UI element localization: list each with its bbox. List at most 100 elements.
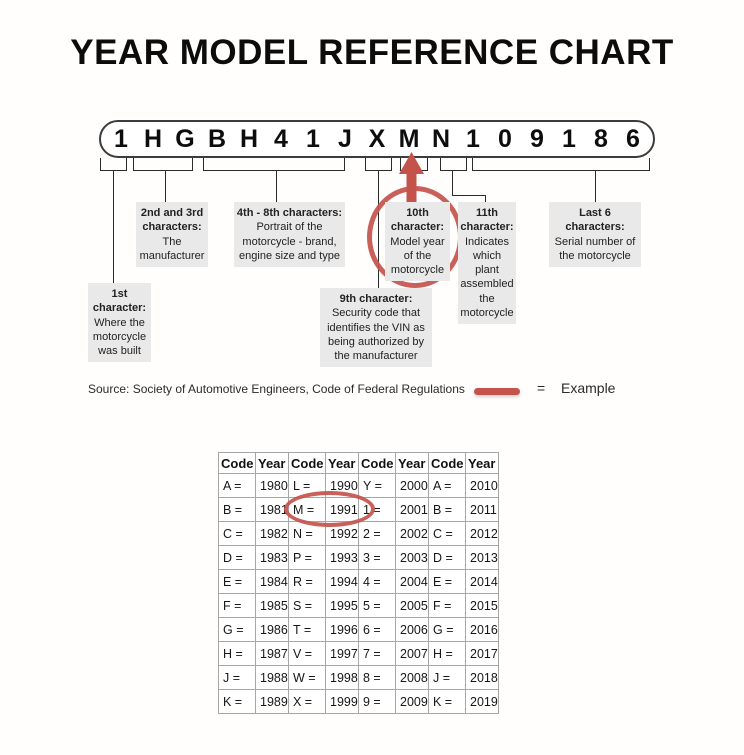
vin-character: M — [398, 124, 420, 153]
callout-4th-8th-characters: 4th - 8th characters: Portrait of the mo… — [234, 202, 345, 268]
page-title: YEAR MODEL REFERENCE CHART — [70, 33, 674, 72]
vin-character: G — [175, 124, 195, 153]
year-cell: 1989 — [255, 689, 289, 714]
code-cell: 6 = — [358, 617, 396, 642]
year-cell: 1987 — [255, 641, 289, 666]
code-cell: C = — [428, 521, 466, 546]
code-cell: A = — [428, 473, 466, 498]
table-header-cell: Code — [358, 452, 396, 474]
table-header-cell: Year — [465, 452, 499, 474]
callout-2nd-3rd-characters: 2nd and 3rd characters: The manufacturer — [136, 202, 208, 268]
code-cell: T = — [288, 617, 326, 642]
table-header-cell: Year — [255, 452, 289, 474]
vin-character: 1 — [466, 124, 480, 153]
code-cell: V = — [288, 641, 326, 666]
code-cell: G = — [428, 617, 466, 642]
callout-body: Portrait of the motorcycle - brand, engi… — [239, 221, 340, 262]
table-row: F = 1985 S = 1995 5 = 2005 F = 2015 — [218, 593, 499, 618]
callout-body: Model year of the motorcycle — [390, 235, 445, 277]
year-cell: 1996 — [325, 617, 359, 642]
legend-equals: = — [537, 380, 546, 396]
code-cell: D = — [428, 545, 466, 570]
year-cell: 1994 — [325, 569, 359, 594]
example-arrow-icon — [399, 152, 424, 202]
code-cell: J = — [218, 665, 256, 690]
year-cell: 2018 — [465, 665, 499, 690]
code-cell: J = — [428, 665, 466, 690]
year-cell: 2014 — [465, 569, 499, 594]
year-cell: 1997 — [325, 641, 359, 666]
year-cell: 2012 — [465, 521, 499, 546]
vin-character: J — [338, 124, 352, 153]
year-cell: 2007 — [395, 641, 429, 666]
example-line-icon — [474, 388, 520, 395]
year-cell: 2015 — [465, 593, 499, 618]
code-cell: 7 = — [358, 641, 396, 666]
group-bracket-4th-8th — [203, 158, 345, 171]
vin-character: 8 — [594, 124, 608, 153]
group-bracket-2nd-3rd — [133, 158, 193, 171]
callout-11th-character: 11th character: Indicates which plant as… — [458, 202, 516, 325]
vin-character: 9 — [530, 124, 544, 153]
year-cell: 1995 — [325, 593, 359, 618]
connector-line — [485, 195, 486, 203]
table-header-cell: Year — [395, 452, 429, 474]
code-cell: B = — [218, 497, 256, 522]
year-code-table-wrapper: Code Year Code Year Code Year Code Year A = 1980 L… — [218, 452, 499, 714]
table-header-row: Code Year Code Year Code Year Code Year — [218, 452, 499, 474]
year-cell: 2005 — [395, 593, 429, 618]
callout-heading: 1st character: — [92, 288, 147, 315]
vin-character: 6 — [626, 124, 640, 153]
year-cell: 1986 — [255, 617, 289, 642]
code-cell: X = — [288, 689, 326, 714]
vin-character: 1 — [114, 124, 128, 153]
callout-heading: 2nd and 3rd characters: — [140, 207, 204, 234]
callout-1st-character: 1st character: Where the motorcycle was … — [88, 283, 151, 363]
year-code-table: Code Year Code Year Code Year Code Year A = 1980 L… — [218, 452, 499, 714]
year-cell: 2011 — [465, 497, 499, 522]
code-cell: H = — [218, 641, 256, 666]
table-row: J = 1988 W = 1998 8 = 2008 J = 2018 — [218, 665, 499, 690]
callout-10th-character: 10th character: Model year of the motorc… — [385, 202, 450, 282]
year-cell: 2013 — [465, 545, 499, 570]
table-row: H = 1987 V = 1997 7 = 2007 H = 2017 — [218, 641, 499, 666]
callout-body: Where the motorcycle was built — [92, 316, 147, 358]
code-cell: 2 = — [358, 521, 396, 546]
year-cell: 1993 — [325, 545, 359, 570]
year-cell: 2009 — [395, 689, 429, 714]
group-bracket-11th — [440, 158, 467, 171]
connector-line — [113, 170, 114, 283]
callout-last-6-characters: Last 6 characters: Serial number of the … — [549, 202, 641, 268]
callout-heading: 10th character: — [390, 207, 445, 234]
table-row: C = 1982 N = 1992 2 = 2002 C = 2012 — [218, 521, 499, 546]
year-cell: 2006 — [395, 617, 429, 642]
year-cell: 2017 — [465, 641, 499, 666]
source-text: Source: Society of Automotive Engineers,… — [88, 382, 465, 396]
table-row: G = 1986 T = 1996 6 = 2006 G = 2016 — [218, 617, 499, 642]
connector-line — [165, 170, 166, 202]
year-cell: 2001 — [395, 497, 429, 522]
year-cell: 2019 — [465, 689, 499, 714]
code-cell: 4 = — [358, 569, 396, 594]
year-cell: 1998 — [325, 665, 359, 690]
code-cell: C = — [218, 521, 256, 546]
code-cell: S = — [288, 593, 326, 618]
callout-body: Serial number of the motorcycle — [554, 235, 636, 262]
year-cell: 2004 — [395, 569, 429, 594]
year-cell: 1985 — [255, 593, 289, 618]
table-header-cell: Code — [288, 452, 326, 474]
code-cell: 3 = — [358, 545, 396, 570]
year-cell: 2000 — [395, 473, 429, 498]
vin-character: H — [143, 124, 163, 153]
code-cell: W = — [288, 665, 326, 690]
code-cell: 8 = — [358, 665, 396, 690]
group-bracket-last6 — [472, 158, 650, 171]
vin-character: 1 — [562, 124, 576, 153]
table-row: K = 1989 X = 1999 9 = 2009 K = 2019 — [218, 689, 499, 714]
code-cell: H = — [428, 641, 466, 666]
callout-heading: Last 6 characters: — [565, 207, 625, 234]
code-cell: D = — [218, 545, 256, 570]
code-cell: 9 = — [358, 689, 396, 714]
